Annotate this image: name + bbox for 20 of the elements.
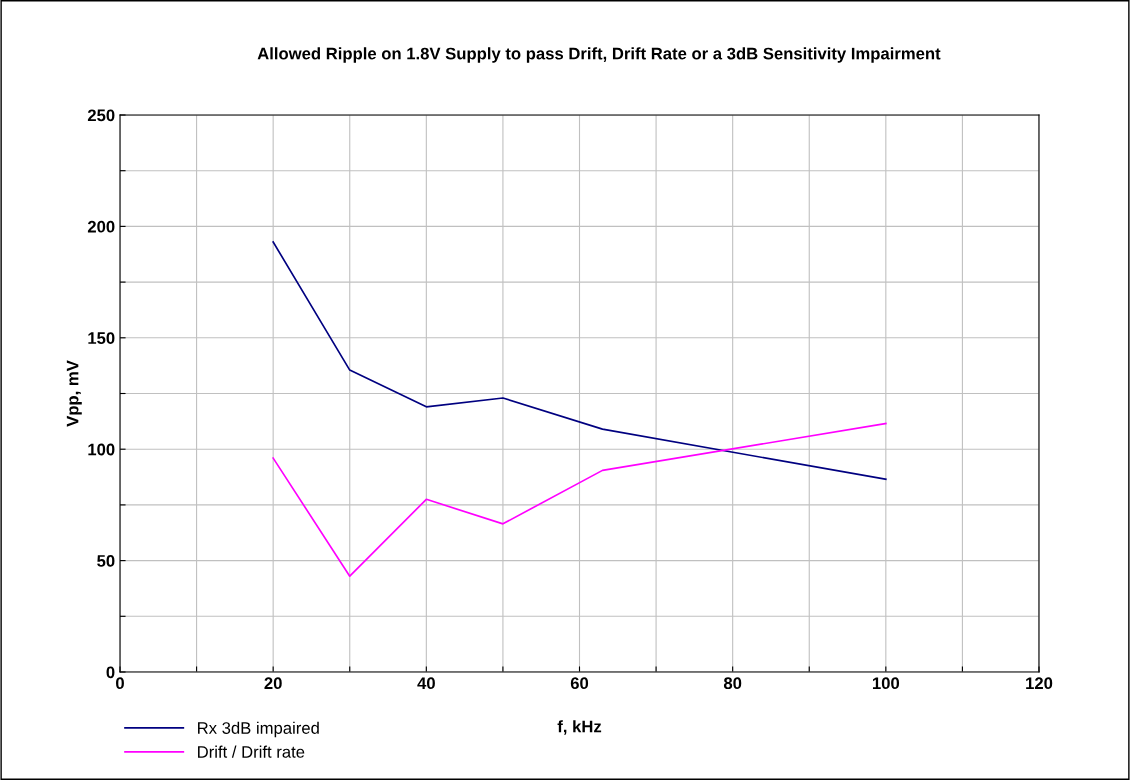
line-series <box>272 241 887 481</box>
y-tick-label: 100 <box>88 443 115 456</box>
y-tick-label: 150 <box>88 332 115 344</box>
y-tick-label: 200 <box>87 220 115 233</box>
x-tick-label: 120 <box>1026 677 1053 690</box>
x-tick-label: 80 <box>723 677 742 690</box>
y-axis-title: Vpp, mV <box>66 360 82 427</box>
x-tick-label: 40 <box>417 677 435 690</box>
x-tick-label: 20 <box>264 677 282 690</box>
y-tick-label: 250 <box>87 109 115 122</box>
line-series <box>272 422 887 578</box>
legend-label: Rx 3dB impaired <box>198 721 319 738</box>
x-tick-label: 100 <box>872 677 900 690</box>
x-axis-title: f, kHz <box>557 720 602 735</box>
legend-label: Drift / Drift rate <box>198 745 305 758</box>
x-tick-label: 0 <box>116 677 124 690</box>
chart-title: Allowed Ripple on 1.8V Supply to pass Drift, Drift Rate or a 3dB Sensitivity Impairment <box>257 47 941 63</box>
x-tick-label: 60 <box>570 677 589 690</box>
y-tick-label: 50 <box>97 555 115 567</box>
y-tick-label: 0 <box>106 666 115 679</box>
